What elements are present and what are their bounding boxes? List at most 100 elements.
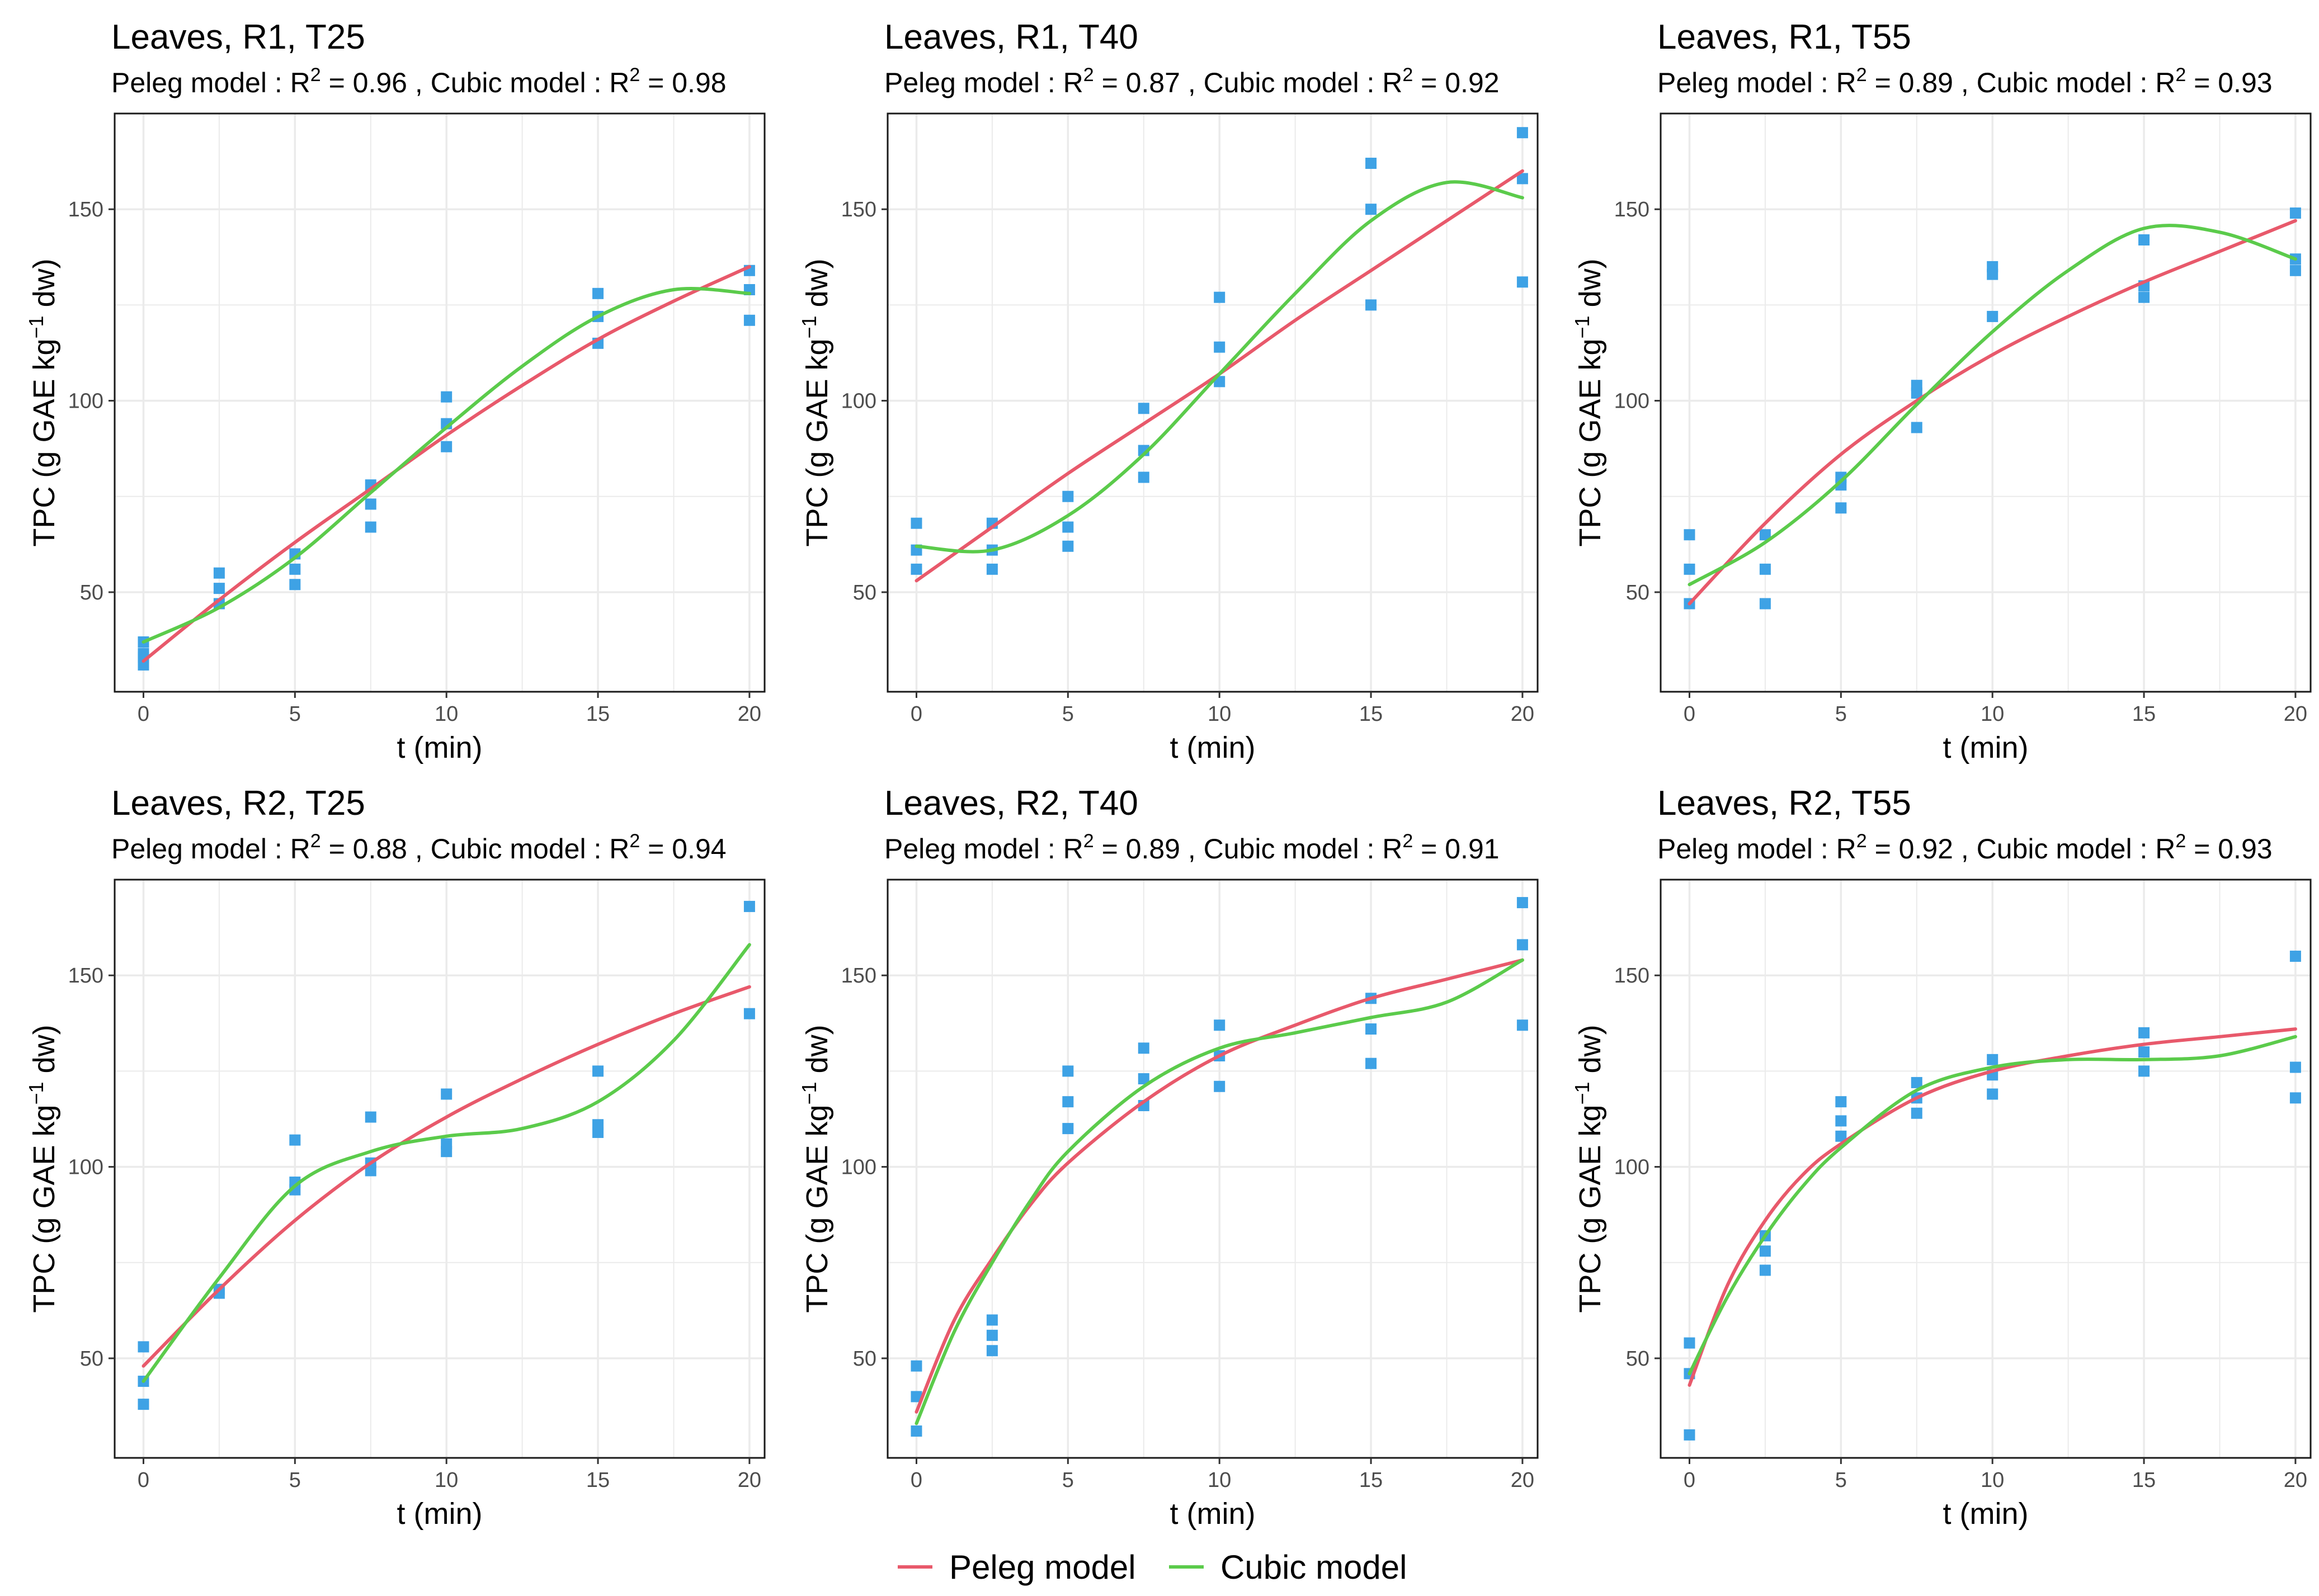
data-point (1911, 422, 1922, 433)
data-point (289, 1134, 301, 1146)
plot-background (888, 880, 1538, 1458)
panel-subtitle: Peleg model : R2 = 0.89 , Cubic model : … (1657, 64, 2273, 98)
plot-background (1661, 880, 2311, 1458)
x-tick-label: 20 (1511, 702, 1534, 726)
data-point (1759, 1264, 1771, 1276)
data-point (441, 391, 453, 403)
cubic-model-line (142, 943, 751, 1383)
y-axis-label: TPC (g GAE kg−1 dw) (1571, 258, 1607, 546)
plot-border (114, 879, 766, 1459)
x-tick-label: 0 (138, 1468, 149, 1492)
x-tick-label: 5 (289, 702, 301, 726)
panel-subtitle: Peleg model : R2 = 0.92 , Cubic model : … (1657, 830, 2273, 865)
data-point (911, 563, 922, 575)
x-tick-label: 15 (586, 702, 610, 726)
y-tick-label: 50 (80, 1347, 103, 1371)
panel-title: Leaves, R2, T25 (111, 784, 365, 823)
panel-3: 50 100 150 0 5 10 15 20 t (min) TPC (g GAE kg−1 d… (1571, 18, 2312, 764)
legend-item-cubic-model: Cubic model (1169, 1548, 1407, 1586)
data-point (1684, 529, 1695, 541)
data-point (1911, 387, 1922, 399)
x-tick-label: 20 (1511, 1468, 1534, 1492)
data-point (2138, 291, 2150, 303)
model-lines (142, 265, 751, 663)
data-point (138, 1399, 149, 1410)
legend-label: Peleg model (949, 1548, 1136, 1586)
gridlines (115, 114, 765, 692)
peleg-model-line (1688, 1027, 2297, 1387)
x-tick-label: 10 (1208, 1468, 1231, 1492)
x-tick-label: 5 (1835, 1468, 1847, 1492)
data-point (1835, 502, 1847, 514)
x-tick-label: 20 (738, 1468, 761, 1492)
y-tick-label: 50 (1626, 1347, 1649, 1371)
plot-border (887, 112, 1539, 693)
x-tick-label: 20 (2284, 1468, 2307, 1492)
panel-1: 50 100 150 0 5 10 15 20 t (min) TPC (g GAE kg−1 d… (25, 18, 766, 764)
x-tick-label: 5 (1062, 702, 1074, 726)
data-point (2289, 207, 2301, 219)
data-point (2138, 1065, 2150, 1077)
y-tick-label: 100 (841, 390, 876, 413)
y-tick-label: 50 (853, 581, 876, 605)
data-point (1759, 563, 1771, 575)
data-point (213, 567, 225, 579)
x-tick-label: 5 (289, 1468, 301, 1492)
axis-ticks: 50 100 150 0 5 10 15 20 (841, 198, 1534, 726)
data-point (1516, 897, 1528, 909)
axis-ticks: 50 100 150 0 5 10 15 20 (68, 198, 761, 726)
data-point (138, 659, 149, 671)
y-tick-label: 50 (853, 1347, 876, 1371)
x-axis-label: t (min) (397, 1497, 483, 1531)
data-point (1987, 1088, 1999, 1100)
data-point (1365, 204, 1377, 215)
cubic-model-line (142, 286, 751, 644)
data-point (138, 1341, 149, 1353)
data-point (2138, 1027, 2150, 1038)
y-tick-label: 100 (68, 390, 103, 413)
data-points (911, 127, 1528, 575)
cubic-model-line (915, 180, 1524, 554)
data-points (911, 897, 1528, 1437)
data-point (743, 314, 755, 326)
panel-title: Leaves, R1, T55 (1657, 18, 1911, 56)
x-tick-label: 20 (2284, 702, 2307, 726)
panel-subtitle: Peleg model : R2 = 0.88 , Cubic model : … (111, 830, 727, 865)
data-point (1911, 1076, 1922, 1088)
y-axis-label: TPC (g GAE kg−1 dw) (25, 1024, 61, 1312)
x-tick-label: 0 (911, 702, 922, 726)
data-point (1516, 173, 1528, 185)
data-point (1835, 1115, 1847, 1127)
gridlines (1661, 880, 2311, 1458)
data-point (1214, 1080, 1226, 1092)
legend-item-peleg-model: Peleg model (898, 1548, 1136, 1586)
data-point (2138, 1046, 2150, 1058)
plot-border (114, 112, 766, 693)
data-point (1365, 158, 1377, 169)
data-point (1987, 310, 1999, 322)
data-point (441, 1088, 453, 1100)
y-tick-label: 100 (1614, 1156, 1649, 1179)
x-tick-label: 0 (1684, 702, 1695, 726)
panel-4: 50 100 150 0 5 10 15 20 t (min) TPC (g GAE kg−1 d… (25, 784, 766, 1531)
data-point (1835, 1130, 1847, 1142)
data-point (1987, 1054, 1999, 1065)
y-tick-label: 50 (1626, 581, 1649, 605)
x-tick-label: 20 (738, 702, 761, 726)
y-tick-label: 100 (841, 1156, 876, 1179)
y-axis-label: TPC (g GAE kg−1 dw) (798, 258, 834, 546)
data-point (441, 441, 453, 452)
plot-background (1661, 114, 2311, 692)
data-point (441, 1146, 453, 1158)
data-points (1684, 207, 2301, 610)
panel-title: Leaves, R1, T25 (111, 18, 365, 56)
y-tick-label: 150 (1614, 964, 1649, 988)
x-tick-label: 15 (2132, 1468, 2156, 1492)
cubic-model-line (1688, 224, 2297, 587)
data-point (1835, 1096, 1847, 1108)
y-tick-label: 150 (68, 964, 103, 988)
x-tick-label: 0 (1684, 1468, 1695, 1492)
data-point (592, 1065, 604, 1077)
data-point (2138, 234, 2150, 245)
model-lines (142, 943, 751, 1383)
